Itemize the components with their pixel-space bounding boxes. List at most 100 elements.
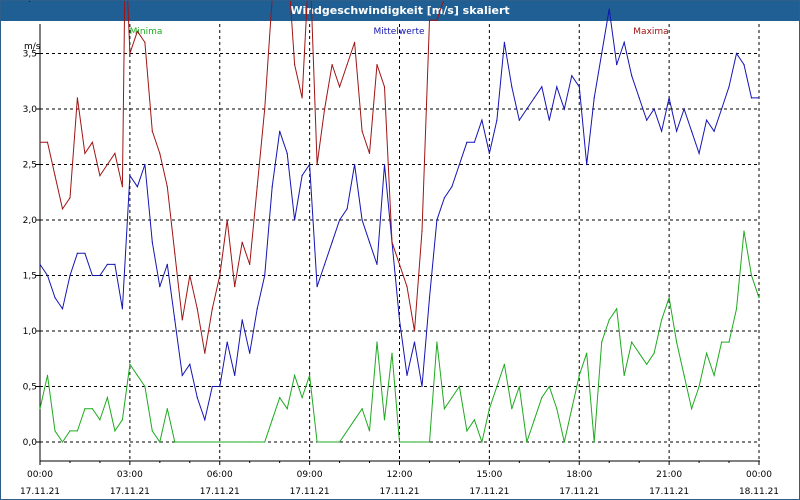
data-point-maxima — [196, 308, 198, 310]
data-point-minima — [653, 352, 655, 354]
data-point-minima — [601, 341, 603, 343]
data-point-mittelwerte — [301, 175, 303, 177]
data-point-minima — [728, 341, 730, 343]
data-point-mittelwerte — [698, 152, 700, 154]
data-point-mittelwerte — [354, 163, 356, 166]
data-point-maxima — [211, 308, 213, 310]
data-point-maxima — [428, 19, 431, 21]
data-point-minima — [54, 430, 56, 432]
data-point-maxima — [166, 186, 168, 188]
data-point-mittelwerte — [234, 374, 236, 376]
data-point-maxima — [413, 330, 416, 332]
data-point-minima — [39, 408, 41, 410]
data-point-mittelwerte — [713, 130, 715, 132]
data-point-minima — [451, 397, 453, 399]
data-point-mittelwerte — [653, 108, 655, 110]
data-point-minima — [616, 308, 618, 310]
data-point-maxima — [76, 97, 78, 99]
data-point-maxima — [129, 52, 131, 55]
x-tick-time: 12:00 — [387, 470, 413, 480]
x-tick-date: 17.11.21 — [290, 487, 330, 497]
data-point-minima — [376, 341, 378, 343]
data-point-mittelwerte — [601, 52, 603, 55]
data-point-mittelwerte — [631, 75, 633, 77]
data-point-minima — [301, 397, 303, 399]
data-point-minima — [316, 441, 318, 443]
data-point-minima — [309, 374, 311, 376]
data-point-mittelwerte — [136, 186, 138, 188]
data-point-mittelwerte — [376, 263, 378, 265]
x-tick-time: 15:00 — [476, 470, 502, 480]
data-point-maxima — [136, 30, 138, 32]
data-point-minima — [706, 352, 708, 354]
data-point-mittelwerte — [511, 86, 513, 88]
data-point-minima — [294, 374, 296, 376]
data-point-mittelwerte — [728, 86, 730, 88]
data-point-mittelwerte — [548, 119, 550, 121]
data-point-minima — [339, 441, 341, 443]
x-tick-date: 17.11.21 — [559, 487, 599, 497]
data-point-minima — [668, 297, 670, 299]
y-tick-label: 1,0 — [23, 327, 38, 337]
data-point-maxima — [361, 130, 363, 132]
data-point-mittelwerte — [383, 163, 386, 166]
legend-minima: Minima — [130, 27, 163, 37]
data-point-mittelwerte — [151, 241, 153, 243]
data-point-mittelwerte — [721, 108, 723, 110]
data-point-minima — [249, 441, 251, 443]
data-point-mittelwerte — [204, 419, 206, 421]
data-point-mittelwerte — [451, 186, 453, 188]
data-point-mittelwerte — [646, 119, 648, 121]
data-point-maxima — [121, 186, 123, 188]
data-point-minima — [481, 441, 483, 443]
data-point-minima — [676, 341, 678, 343]
data-point-mittelwerte — [578, 86, 580, 88]
data-point-mittelwerte — [706, 119, 708, 121]
data-point-maxima — [84, 152, 86, 154]
data-point-minima — [526, 441, 528, 443]
data-point-minima — [129, 363, 131, 365]
y-tick-label: 3,0 — [23, 105, 38, 115]
data-point-mittelwerte — [503, 41, 505, 44]
data-point-minima — [391, 352, 393, 354]
data-point-minima — [661, 319, 663, 321]
data-point-maxima — [234, 286, 236, 288]
data-point-mittelwerte — [458, 163, 460, 166]
data-point-maxima — [181, 319, 183, 321]
data-point-maxima — [189, 274, 191, 277]
data-point-minima — [623, 374, 625, 376]
data-point-maxima — [346, 64, 348, 66]
x-tick-date: 17.11.21 — [469, 487, 509, 497]
data-point-minima — [114, 430, 116, 432]
data-point-mittelwerte — [563, 108, 565, 110]
x-tick-time: 21:00 — [656, 470, 682, 480]
data-point-mittelwerte — [121, 308, 123, 310]
data-point-minima — [121, 419, 123, 421]
data-point-mittelwerte — [181, 374, 183, 376]
x-tick-date: 17.11.21 — [379, 487, 419, 497]
data-point-mittelwerte — [279, 130, 281, 132]
data-point-mittelwerte — [473, 141, 475, 143]
data-point-minima — [541, 397, 543, 399]
data-point-minima — [368, 430, 371, 432]
data-point-maxima — [241, 241, 243, 243]
data-point-maxima — [368, 152, 371, 154]
data-point-mittelwerte — [339, 219, 341, 221]
data-point-minima — [721, 341, 723, 343]
data-point-mittelwerte — [294, 219, 296, 221]
data-point-minima — [473, 419, 475, 421]
data-point-mittelwerte — [256, 308, 258, 310]
data-point-minima — [735, 308, 738, 310]
data-point-minima — [174, 441, 176, 443]
data-point-mittelwerte — [743, 64, 745, 66]
y-tick-label: 3,5 — [23, 50, 37, 60]
x-tick-date: 18.11.21 — [739, 487, 779, 497]
data-point-minima — [593, 441, 595, 443]
data-point-mittelwerte — [428, 297, 431, 299]
y-tick-label: 2,0 — [23, 216, 38, 226]
data-point-minima — [286, 408, 288, 410]
data-point-minima — [563, 441, 565, 443]
data-point-maxima — [249, 263, 251, 265]
data-point-minima — [428, 441, 431, 443]
